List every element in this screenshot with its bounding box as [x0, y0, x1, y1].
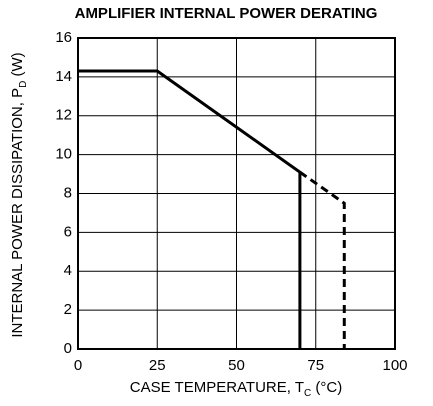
y-label-sub: D	[18, 81, 29, 88]
y-tick-label: 16	[55, 29, 72, 46]
y-tick-label: 12	[55, 107, 72, 124]
y-label-text: (W)	[9, 52, 26, 80]
x-tick-label: 75	[307, 357, 324, 374]
y-tick-label: 4	[64, 262, 72, 279]
plot-frame	[77, 37, 396, 350]
x-tick-label: 0	[74, 357, 82, 374]
x-axis-label: CASE TEMPERATURE, TC (°C)	[130, 379, 342, 399]
y-tick-label: 2	[64, 301, 72, 318]
data-line	[78, 69, 302, 349]
y-tick-label: 8	[64, 184, 72, 201]
x-tick-label: 25	[149, 357, 166, 374]
x-label-text: CASE TEMPERATURE, T	[130, 379, 304, 396]
chart-title: AMPLIFIER INTERNAL POWER DERATING	[75, 5, 378, 22]
y-tick-label: 0	[64, 340, 72, 357]
y-tick-label: 10	[55, 146, 72, 163]
y-tick-label: 6	[64, 223, 72, 240]
x-label-sub: C	[304, 388, 311, 399]
x-label-text: (°C)	[311, 379, 342, 396]
y-label-text: INTERNAL POWER DISSIPATION, P	[9, 88, 26, 338]
x-tick-label: 50	[228, 357, 245, 374]
x-tick-label: 100	[382, 357, 407, 374]
data-line	[299, 170, 346, 349]
y-axis-label: INTERNAL POWER DISSIPATION, PD (W)	[9, 52, 29, 337]
y-tick-label: 14	[55, 68, 72, 85]
